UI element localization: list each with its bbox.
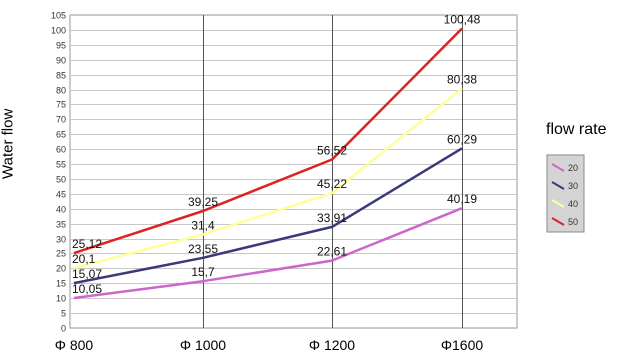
data-label: 25,12 <box>72 237 102 251</box>
y-tick-label: 50 <box>56 175 66 185</box>
legend-item-40: 40 <box>568 199 578 209</box>
y-tick-label: 30 <box>56 235 66 245</box>
legend-item-20: 20 <box>568 163 578 173</box>
y-tick-label: 80 <box>56 86 66 96</box>
y-tick-label: 40 <box>56 205 66 215</box>
plot-area <box>69 14 518 329</box>
series-line-20 <box>73 207 463 300</box>
legend-swatch-20 <box>551 163 565 172</box>
legend-swatch-30 <box>551 181 565 190</box>
y-tick-label: 45 <box>56 190 66 200</box>
y-tick-label: 100 <box>51 26 66 36</box>
y-tick-label: 55 <box>56 160 66 170</box>
y-tick-label: 60 <box>56 145 66 155</box>
y-tick-label: 10 <box>56 294 66 304</box>
data-label: 60,29 <box>447 132 477 146</box>
x-tick-label: Φ 1200 <box>309 337 355 353</box>
series-line-40 <box>73 87 463 270</box>
y-tick-label: 15 <box>56 279 66 289</box>
series-line-50 <box>73 27 463 255</box>
legend-swatch-40 <box>551 199 565 208</box>
y-tick-label: 85 <box>56 71 66 81</box>
series-line-30 <box>73 147 463 285</box>
legend-item-50: 50 <box>568 217 578 227</box>
data-label: 10,05 <box>72 282 102 296</box>
data-label: 23,55 <box>188 242 218 256</box>
y-tick-label: 20 <box>56 264 66 274</box>
data-label: 20,1 <box>72 252 96 266</box>
x-tick-label: Φ 800 <box>55 337 94 353</box>
y-tick-label: 65 <box>56 130 66 140</box>
legend-swatch-50 <box>551 217 565 226</box>
x-tick-label: Φ1600 <box>441 337 484 353</box>
data-label: 39,25 <box>188 195 218 209</box>
y-tick-label: 35 <box>56 220 66 230</box>
data-label: 15,07 <box>72 267 102 281</box>
y-tick-label: 25 <box>56 249 66 259</box>
y-tick-label: 105 <box>51 11 66 21</box>
data-label: 31,4 <box>191 218 215 232</box>
data-label: 40,19 <box>447 192 477 206</box>
data-label: 56,52 <box>317 144 347 158</box>
data-label: 22,61 <box>317 245 347 259</box>
y-tick-label: 90 <box>56 56 66 66</box>
data-label: 80,38 <box>447 72 477 86</box>
legend-title: flow rate <box>546 121 607 138</box>
legend-box <box>546 154 585 233</box>
y-tick-label: 5 <box>61 309 66 319</box>
y-tick-label: 0 <box>61 324 66 334</box>
y-tick-label: 95 <box>56 41 66 51</box>
data-label: 33,91 <box>317 211 347 225</box>
y-tick-label: 75 <box>56 100 66 110</box>
x-tick-label: Φ 1000 <box>180 337 226 353</box>
y-tick-label: 70 <box>56 115 66 125</box>
legend-item-30: 30 <box>568 181 578 191</box>
data-label: 100,48 <box>444 12 481 26</box>
data-label: 15,7 <box>191 265 215 279</box>
data-label: 45,22 <box>317 177 347 191</box>
